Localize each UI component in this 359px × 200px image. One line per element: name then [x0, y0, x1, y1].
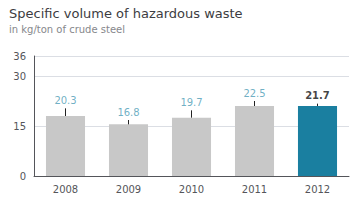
svg-text:Specific volume of hazardous w: Specific volume of hazardous waste: [9, 6, 243, 21]
svg-text:16.8: 16.8: [117, 107, 139, 118]
svg-text:0: 0: [20, 171, 26, 182]
svg-text:36: 36: [13, 51, 26, 62]
svg-text:2010: 2010: [179, 184, 204, 195]
svg-text:22.5: 22.5: [243, 88, 265, 99]
svg-text:30: 30: [13, 71, 26, 82]
svg-text:2009: 2009: [116, 184, 141, 195]
svg-text:15: 15: [13, 121, 26, 132]
svg-text:in kg/ton of crude steel: in kg/ton of crude steel: [9, 24, 125, 35]
svg-text:19.7: 19.7: [180, 97, 202, 108]
svg-text:2008: 2008: [53, 184, 78, 195]
svg-text:20.3: 20.3: [54, 95, 76, 106]
svg-text:21.7: 21.7: [305, 90, 330, 101]
svg-text:2012: 2012: [305, 184, 330, 195]
svg-text:2011: 2011: [242, 184, 267, 195]
